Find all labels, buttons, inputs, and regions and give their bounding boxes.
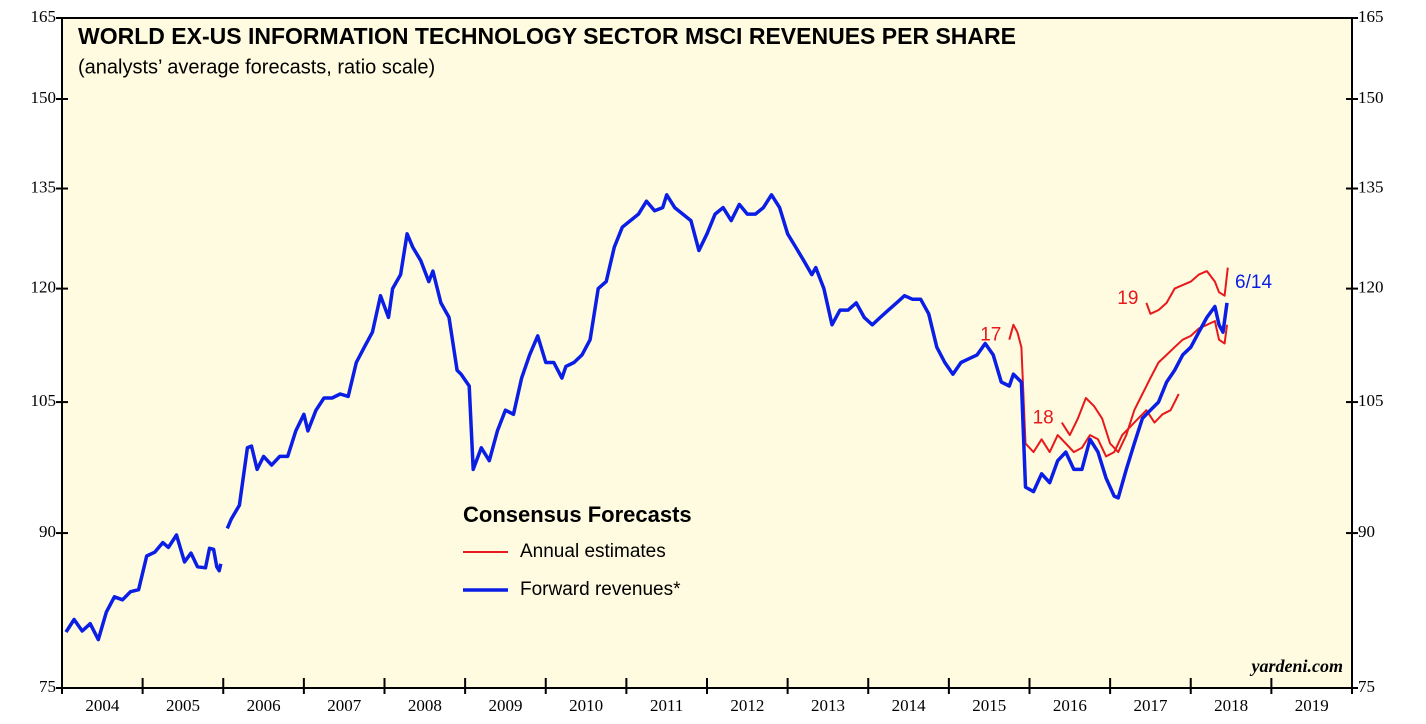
x-tick-label: 2010: [569, 696, 603, 715]
y-tick-label: 150: [31, 88, 57, 107]
line: [1145, 267, 1229, 315]
source: yardeni.com: [1250, 656, 1344, 676]
y2-tick-label: 75: [1358, 677, 1375, 696]
chart-title: WORLD EX-US INFORMATION TECHNOLOGY SECTO…: [78, 23, 1016, 49]
y-tick-label: 105: [31, 391, 57, 410]
x-tick-label: 2019: [1295, 696, 1329, 715]
x-tick-label: 2015: [972, 696, 1006, 715]
y2-tick-label: 165: [1358, 7, 1384, 26]
y2-tick-label: 135: [1358, 177, 1384, 196]
y2-tick-label: 90: [1358, 522, 1375, 541]
end-label: 6/14: [1235, 272, 1272, 293]
y-tick-label: 135: [31, 177, 57, 196]
chart-subtitle: (analysts’ average forecasts, ratio scal…: [78, 56, 435, 78]
legend-title: Consensus Forecasts: [463, 502, 692, 527]
x-tick-label: 2014: [892, 696, 927, 715]
y2-tick-label: 120: [1358, 278, 1384, 297]
x-tick-label: 2018: [1214, 696, 1248, 715]
line: [1060, 320, 1228, 454]
x-tick-label: 2007: [327, 696, 362, 715]
x-tick-label: 2013: [811, 696, 845, 715]
y-tick-label: 90: [39, 522, 56, 541]
line: [64, 193, 1229, 642]
x-tick-label: 2008: [408, 696, 442, 715]
x-tick-label: 2009: [488, 696, 522, 715]
series-annotation: 17: [980, 325, 1001, 346]
series-annotation: 18: [1033, 408, 1054, 429]
x-tick-label: 2017: [1133, 696, 1168, 715]
x-tick-label: 2004: [85, 696, 120, 715]
plot-area: [61, 17, 1353, 689]
y-tick-label: 165: [31, 7, 57, 26]
y-tick-label: 75: [39, 677, 56, 696]
legend-label: Annual estimates: [520, 541, 666, 562]
y-tick-label: 120: [31, 278, 57, 297]
y2-tick-label: 105: [1358, 391, 1384, 410]
x-tick-label: 2006: [247, 696, 281, 715]
series-annotation: 19: [1117, 288, 1138, 309]
x-tick-label: 2005: [166, 696, 200, 715]
x-tick-label: 2012: [730, 696, 764, 715]
y2-tick-label: 150: [1358, 88, 1384, 107]
x-tick-label: 2016: [1053, 696, 1087, 715]
legend-label: Forward revenues*: [520, 579, 681, 600]
x-tick-label: 2011: [650, 696, 683, 715]
